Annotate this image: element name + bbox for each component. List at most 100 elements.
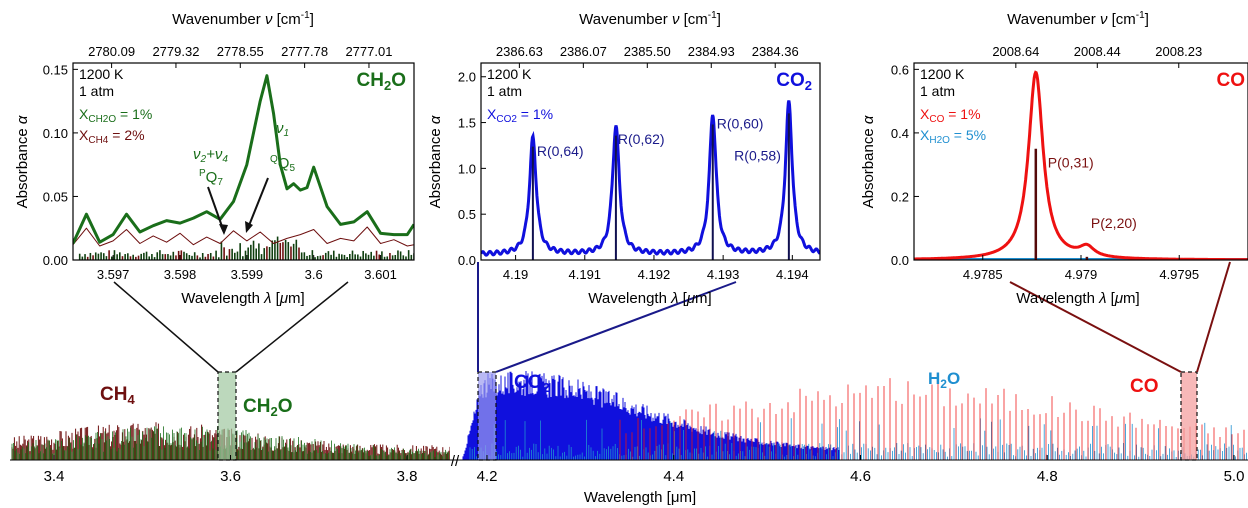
x-tick-label: 4.9785 — [963, 267, 1003, 282]
y-tick-label: 0.10 — [43, 126, 68, 141]
annot-nu2-nu4: ν2+ν4 — [193, 146, 228, 165]
x-tick-label: 3.598 — [164, 267, 197, 282]
co2-temp: 1200 K — [487, 66, 532, 82]
overview-tick-label: 3.4 — [44, 468, 65, 485]
overview-tick-label: 3.8 — [397, 468, 418, 485]
y-tick-label: 0.15 — [43, 62, 68, 77]
co2-peak-label: R(0,58) — [734, 147, 781, 163]
overview-panel: 3.4 3.6 3.8 4.2 4.4 4.6 4.8 5.0 // Wavelength [… — [10, 369, 1248, 506]
ch2o-title: CH2O — [357, 70, 406, 93]
x-tick-label: 4.192 — [638, 267, 671, 282]
y-tick-label: 0.0 — [458, 253, 476, 268]
overview-x-label: Wavelength [μm] — [584, 489, 696, 506]
label-ch2o: CH2O — [243, 396, 292, 419]
ch2o-plot-area — [73, 74, 414, 260]
overview-tick-label: 4.8 — [1037, 468, 1058, 485]
co-xfrac-h2o: XH2O = 5% — [920, 127, 986, 146]
ch2o-xfrac-ch2o: XCH2O = 1% — [79, 106, 152, 125]
label-co: CO — [1130, 376, 1159, 397]
overview-right-spectrum — [462, 371, 1247, 460]
top-tick-label: 2384.93 — [688, 44, 735, 59]
zoom-connectors — [113, 261, 1231, 373]
co2-x-label: Wavelength λ [μm] — [588, 290, 711, 307]
co2-axes: 4.19 4.191 4.192 4.193 4.194 2386.63 2386.07 23… — [458, 44, 809, 282]
x-tick-label: 3.597 — [97, 267, 130, 282]
co-peak-labels: P(0,31) P(2,20) — [1048, 155, 1137, 231]
co-temp: 1200 K — [920, 66, 965, 82]
series-ch2o — [73, 74, 414, 245]
top-tick-label: 2779.32 — [152, 44, 199, 59]
ch2o-zoom-box — [217, 371, 237, 461]
ch2o-xfrac-ch4: XCH4 = 2% — [79, 127, 145, 146]
overview-tick-label: 3.6 — [220, 468, 241, 485]
ch2o-axes: 3.597 3.598 3.599 3.6 3.601 2780.09 2779.32 277… — [43, 44, 397, 282]
y-tick-label: 0.05 — [43, 189, 68, 204]
co2-peak-labels: R(0,64) R(0,62) R(0,60) R(0,58) — [537, 115, 781, 163]
x-tick-label: 4.19 — [503, 267, 528, 282]
top-tick-label: 2777.01 — [345, 44, 392, 59]
y-tick-label: 2.0 — [458, 70, 476, 85]
co-peak-label: P(0,31) — [1048, 155, 1094, 171]
co-xfrac-co: XCO = 1% — [920, 106, 981, 125]
y-tick-label: 1.5 — [458, 116, 476, 131]
y-tick-label: 0.0 — [891, 253, 909, 268]
top-tick-label: 2780.09 — [88, 44, 135, 59]
co-top-axis-label: Wavenumber ν [cm-1] — [1007, 10, 1149, 28]
overview-x-ticks: 3.4 3.6 3.8 4.2 4.4 4.6 4.8 5.0 — [44, 455, 1245, 485]
co2-xfrac-co2: XCO2 = 1% — [487, 106, 553, 125]
annot-nu1: ν1 — [276, 120, 289, 139]
co2-top-axis-label: Wavenumber ν [cm-1] — [579, 10, 721, 28]
x-tick-label: 4.191 — [569, 267, 602, 282]
ch2o-panel: 3.597 3.598 3.599 3.6 3.601 2780.09 2779.32 277… — [14, 10, 415, 307]
co-title: CO — [1217, 70, 1246, 91]
overview-tick-label: 4.4 — [663, 468, 684, 485]
ch2o-y-label: Absorbance α — [14, 115, 31, 208]
co-pressure: 1 atm — [920, 83, 955, 99]
top-tick-label: 2385.50 — [624, 44, 671, 59]
overview-tick-label: 5.0 — [1224, 468, 1245, 485]
y-tick-label: 0.2 — [891, 189, 909, 204]
y-tick-label: 0.5 — [458, 207, 476, 222]
ch2o-pressure: 1 atm — [79, 83, 114, 99]
co2-peak-label: R(0,62) — [618, 131, 665, 147]
ch2o-top-axis-label: Wavenumber ν [cm-1] — [172, 10, 314, 28]
overview-tick-label: 4.6 — [850, 468, 871, 485]
label-co2: CO2 — [514, 372, 550, 395]
y-tick-label: 1.0 — [458, 161, 476, 176]
series-co — [914, 70, 1248, 260]
x-tick-label: 3.6 — [305, 267, 323, 282]
top-tick-label: 2386.07 — [560, 44, 607, 59]
top-tick-label: 2778.55 — [217, 44, 264, 59]
label-h2o: H2O — [928, 369, 960, 391]
co2-y-label: Absorbance α — [427, 115, 444, 208]
co2-pressure: 1 atm — [487, 83, 522, 99]
y-tick-label: 0.4 — [891, 126, 909, 141]
co2-panel: 4.19 4.191 4.192 4.193 4.194 2386.63 2386.07 23… — [427, 10, 821, 307]
x-tick-label: 4.194 — [776, 267, 809, 282]
x-tick-label: 4.193 — [707, 267, 740, 282]
co-zoom-box — [1180, 371, 1198, 461]
annot-pq7: PQ7 — [199, 168, 223, 188]
axis-break-mark: // — [451, 453, 460, 470]
co-panel: 4.9785 4.979 4.9795 2008.64 2008.44 2008.23 0.… — [860, 10, 1248, 307]
top-tick-label: 2777.78 — [281, 44, 328, 59]
top-tick-label: 2384.36 — [752, 44, 799, 59]
y-tick-label: 0.00 — [43, 253, 68, 268]
co2-title: CO2 — [776, 70, 812, 93]
ch2o-temp: 1200 K — [79, 66, 124, 82]
overview-tick-label: 4.2 — [477, 468, 498, 485]
series-ch4 — [73, 226, 414, 247]
label-ch4: CH4 — [100, 384, 135, 407]
co-axes: 4.9785 4.979 4.9795 2008.64 2008.44 2008.23 0.… — [891, 44, 1202, 282]
co2-zoom-box — [477, 371, 497, 461]
x-tick-label: 4.979 — [1065, 267, 1098, 282]
co-x-label: Wavelength λ [μm] — [1016, 290, 1139, 307]
x-tick-label: 3.601 — [364, 267, 397, 282]
x-tick-label: 4.9795 — [1159, 267, 1199, 282]
top-tick-label: 2008.23 — [1155, 44, 1202, 59]
y-tick-label: 0.6 — [891, 62, 909, 77]
x-tick-label: 3.599 — [231, 267, 264, 282]
series-co2 — [481, 100, 820, 257]
co2-plot-area — [481, 100, 820, 260]
